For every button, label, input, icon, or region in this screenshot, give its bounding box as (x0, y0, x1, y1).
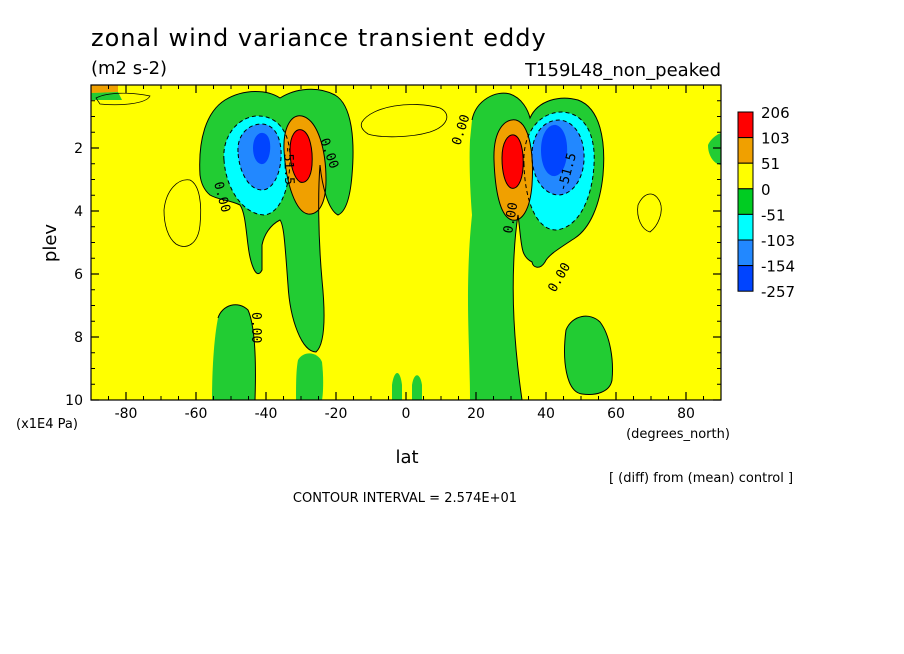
contour-label-sh-negative: -51.5 (280, 146, 296, 186)
experiment-label: T159L48_non_peaked (524, 60, 721, 81)
eq-upper-positive-contour (360, 104, 448, 138)
colorbar-swatch (737, 111, 754, 139)
nh-deep-blue-core (541, 124, 568, 177)
y-axis-label: plev (40, 224, 61, 263)
y-axis-units: (x1E4 Pa) (16, 417, 78, 432)
eq-negative-sliver-a (392, 372, 402, 400)
x-tick-label: -60 (185, 406, 208, 422)
chart-units: (m2 s-2) (91, 58, 167, 79)
colorbar: 206 103 51 0 -51 -103 -154 -257 (737, 104, 795, 301)
sh-weak-positive-contour (163, 179, 202, 247)
colorbar-swatch (737, 162, 754, 190)
sh-lower-contour (217, 304, 256, 400)
contour-label-sh-lower: 0.00 (248, 312, 263, 343)
nh-negative-dashed-contour (523, 111, 595, 231)
nh-red-contour (501, 134, 524, 189)
nh-zero-contour (471, 92, 605, 400)
eq-negative-sliver-b (412, 375, 422, 400)
nh-lower-contour (564, 315, 613, 395)
colorbar-label: -154 (761, 258, 795, 276)
nh-positive-contour (493, 119, 533, 221)
colorbar-swatch (737, 265, 754, 292)
topleft-negative-patch (91, 92, 122, 100)
colorbar-label: 51 (761, 155, 780, 173)
x-tick-label: -20 (325, 406, 348, 422)
x-tick-label: -80 (115, 406, 138, 422)
nh-edge-negative-patch (708, 133, 721, 165)
sh-deep-blue-core (253, 132, 271, 165)
colorbar-label: -257 (761, 283, 795, 301)
sh-bottom-negative-lobe (296, 353, 324, 400)
colorbar-label: 103 (761, 130, 790, 148)
nh-weak-positive-contour (637, 193, 662, 233)
diff-note: [ (diff) from (mean) control ] (609, 471, 793, 486)
sh-negative-dashed-contour (223, 115, 291, 216)
contour-interval: CONTOUR INTERVAL = 2.574E+01 (293, 491, 517, 506)
y-tick-label: 8 (74, 330, 83, 346)
x-tick-label: 40 (537, 406, 555, 422)
x-tick-label: 20 (467, 406, 485, 422)
chart-title: zonal wind variance transient eddy (91, 24, 547, 52)
x-tick-label: 60 (607, 406, 625, 422)
contour-label-nh-positive: 0.00 (501, 201, 521, 234)
x-axis-label: lat (395, 447, 418, 468)
colorbar-label: -103 (761, 232, 795, 250)
sh-lower-negative-lobe (212, 304, 256, 400)
sh-negative-dashed-contour-2 (237, 123, 282, 191)
y-tick-label: 4 (74, 204, 83, 220)
colorbar-swatch (737, 188, 754, 215)
colorbar-swatch (737, 137, 754, 164)
x-tick-label: -40 (255, 406, 278, 422)
sh-positive-contour (283, 115, 327, 215)
y-tick-label: 2 (74, 141, 83, 157)
colorbar-label: 206 (761, 104, 790, 122)
x-tick-label: 0 (402, 406, 411, 422)
y-tick-label: 10 (65, 393, 83, 409)
colorbar-label: -51 (761, 206, 786, 224)
minor-ticks (90, 84, 722, 401)
sh-zero-contour (199, 88, 354, 353)
colorbar-label: 0 (761, 181, 771, 199)
sh-red-core (290, 129, 313, 183)
y-tick-label: 6 (74, 267, 83, 283)
sh-red-contour (289, 129, 313, 183)
plot-background (91, 85, 721, 400)
colorbar-swatch (737, 239, 754, 267)
plot-area (91, 85, 721, 400)
colorbar-swatch (737, 213, 754, 241)
topleft-contour (95, 92, 151, 106)
contour-lines (95, 88, 662, 400)
topleft-positive-patch (91, 85, 118, 93)
x-tick-label: 80 (677, 406, 695, 422)
nh-lower-negative-lobe (564, 316, 613, 395)
nh-red-core (502, 134, 524, 189)
x-axis-units: (degrees_north) (626, 427, 730, 442)
